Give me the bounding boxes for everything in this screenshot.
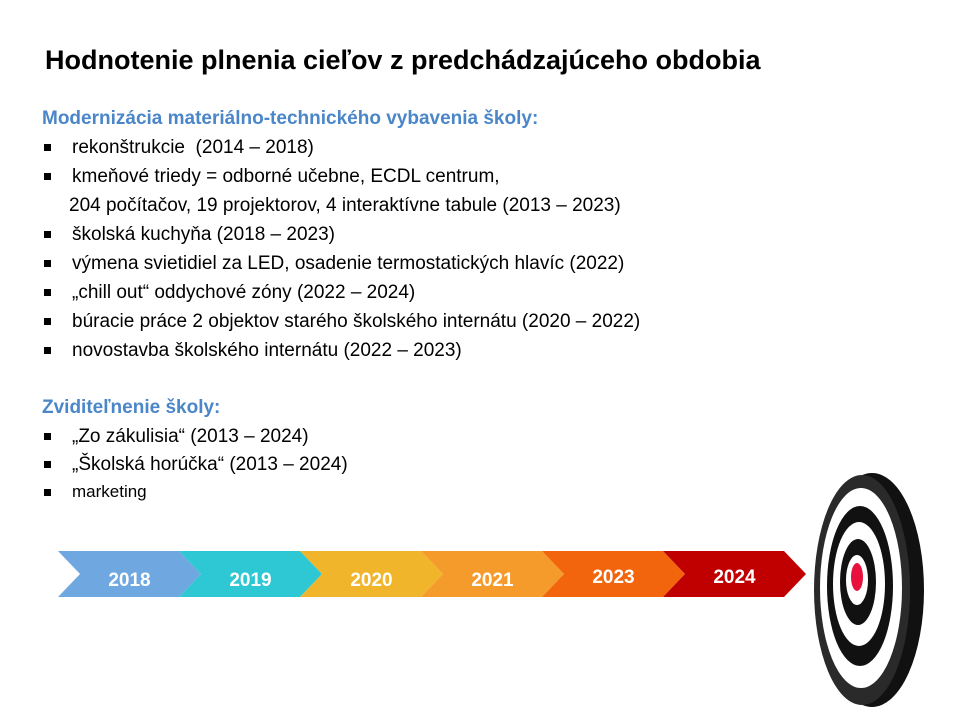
timeline-arrow: [58, 551, 201, 597]
bullet-text: „Školská horúčka“ (2013 – 2024): [72, 454, 348, 475]
section-heading: Zviditeľnenie školy:: [42, 397, 221, 418]
bullet: [44, 231, 51, 238]
bullet-text: búracie práce 2 objektov starého školské…: [72, 311, 641, 332]
bullet: [44, 461, 51, 468]
bullet-text: 204 počítačov, 19 projektorov, 4 interak…: [69, 195, 621, 216]
bullet: [44, 433, 51, 440]
target: [814, 473, 924, 707]
bullet: [44, 173, 51, 180]
bullet-text: rekonštrukcie (2014 – 2018): [72, 137, 314, 158]
timeline-year: 2023: [592, 567, 634, 588]
timeline-year: 2019: [229, 570, 271, 591]
timeline-arrow: [421, 551, 564, 597]
slide-title: Hodnotenie plnenia cieľov z predchádzajú…: [45, 45, 761, 75]
bullet-text: novostavba školského internátu (2022 – 2…: [72, 340, 462, 361]
timeline-arrow: [300, 551, 443, 597]
bullet: [44, 489, 51, 496]
bullet-text: marketing: [72, 482, 147, 501]
timeline-arrow: [542, 551, 685, 597]
bullet-text: „chill out“ oddychové zóny (2022 – 2024): [72, 282, 416, 303]
timeline-arrow: [179, 551, 322, 597]
timeline-year: 2018: [108, 570, 150, 591]
timeline-arrow: [663, 551, 806, 597]
bullet-text: školská kuchyňa (2018 – 2023): [72, 224, 335, 245]
timeline-year: 2020: [350, 570, 392, 591]
bullet-text: výmena svietidiel za LED, osadenie termo…: [72, 253, 625, 274]
bullet-text: „Zo zákulisia“ (2013 – 2024): [72, 426, 309, 447]
timeline-year: 2024: [713, 567, 756, 588]
timeline-year: 2021: [471, 570, 514, 591]
bullet-text: kmeňové triedy = odborné učebne, ECDL ce…: [72, 166, 500, 187]
bullet: [44, 347, 51, 354]
bullet: [44, 289, 51, 296]
bullet: [44, 318, 51, 325]
bullet: [44, 144, 51, 151]
section-heading: Modernizácia materiálno-technického vyba…: [42, 108, 539, 129]
bullet: [44, 260, 51, 267]
